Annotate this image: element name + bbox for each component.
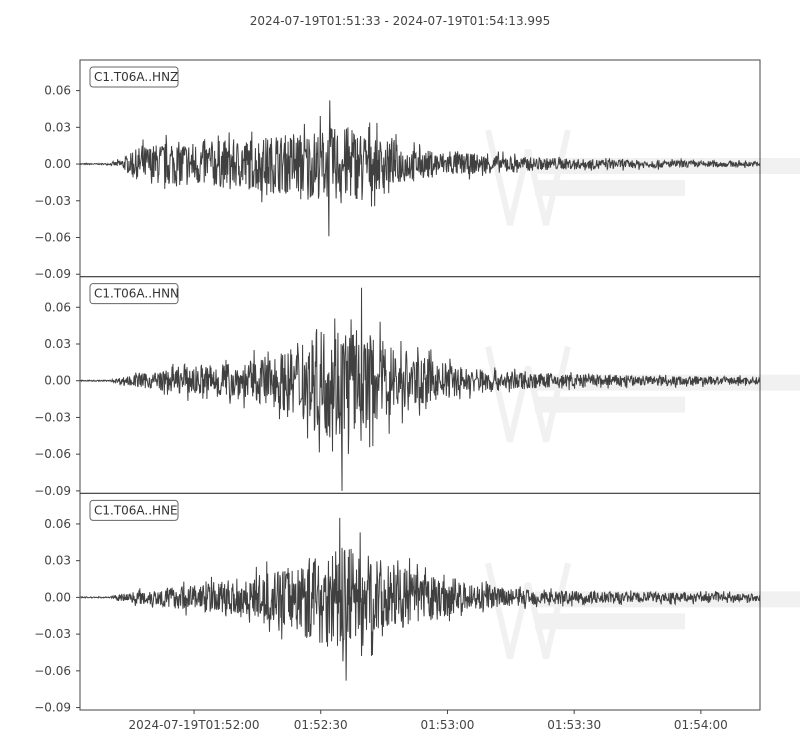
- watermark-logo: [485, 562, 800, 660]
- x-tick-label: 01:54:00: [674, 718, 728, 732]
- watermark-logo: [485, 129, 800, 226]
- x-tick-label: 01:53:30: [547, 718, 601, 732]
- x-tick-label: 01:52:30: [294, 718, 348, 732]
- y-tick-label: 0.00: [44, 374, 71, 388]
- channel-label: C1.T06A..HNN: [89, 283, 179, 305]
- y-tick-label: 0.06: [44, 517, 71, 531]
- y-tick-label: −0.09: [34, 701, 71, 715]
- channel-label: C1.T06A..HNE: [89, 499, 179, 521]
- channel-label-text: C1.T06A..HNN: [94, 287, 179, 301]
- y-tick-label: −0.09: [34, 267, 71, 281]
- x-tick-label: 2024-07-19T01:52:00: [129, 718, 260, 732]
- waveform-trace: [79, 100, 761, 237]
- y-tick-label: −0.03: [34, 410, 71, 424]
- y-tick-label: −0.09: [34, 484, 71, 498]
- y-tick-label: −0.06: [34, 230, 71, 244]
- chart-title: 2024-07-19T01:51:33 - 2024-07-19T01:54:1…: [250, 14, 551, 28]
- panel-3: 0.06 0.03 0.00 −0.03 −0.06 −0.09 C1.T06A..HNE 2…: [34, 492, 800, 732]
- channel-label-text: C1.T06A..HNE: [94, 503, 178, 517]
- x-tick-label: 01:53:00: [421, 718, 475, 732]
- y-tick-label: −0.06: [34, 447, 71, 461]
- y-tick-label: 0.06: [44, 84, 71, 98]
- y-tick-label: 0.00: [44, 590, 71, 604]
- y-tick-label: 0.06: [44, 300, 71, 314]
- channel-label: C1.T06A..HNZ: [89, 66, 179, 88]
- panel-1: 0.06 0.03 0.00 −0.03 −0.06 −0.09 C1.T06A..HNZ: [34, 59, 800, 281]
- channel-label-text: C1.T06A..HNZ: [94, 70, 178, 84]
- y-tick-label: 0.03: [44, 554, 71, 568]
- panel-2: 0.06 0.03 0.00 −0.03 −0.06 −0.09 C1.T06A..HNN: [34, 276, 800, 498]
- waveform-trace: [79, 287, 761, 491]
- panel-frame: [79, 492, 761, 711]
- watermark-logo: [485, 345, 800, 443]
- y-tick-label: 0.03: [44, 120, 71, 134]
- y-tick-label: −0.03: [34, 194, 71, 208]
- y-tick-label: −0.06: [34, 664, 71, 678]
- waveform-trace: [79, 517, 761, 681]
- y-tick-label: −0.03: [34, 627, 71, 641]
- y-tick-label: 0.03: [44, 337, 71, 351]
- y-tick-label: 0.00: [44, 157, 71, 171]
